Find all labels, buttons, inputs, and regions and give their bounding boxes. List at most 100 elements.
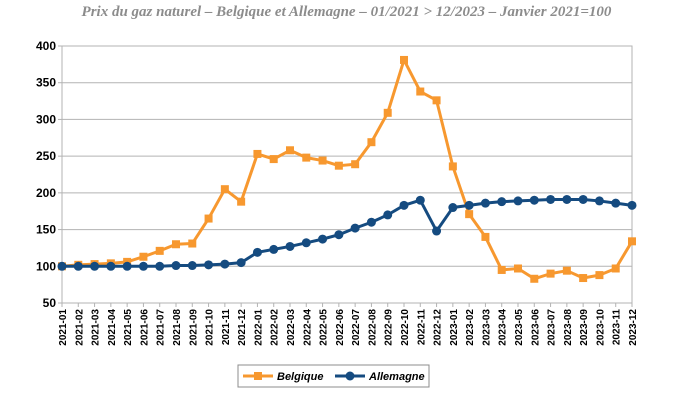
data-point-allemagne — [285, 241, 295, 251]
data-point-belgique — [416, 87, 425, 96]
data-point-belgique — [562, 266, 571, 275]
data-point-allemagne — [399, 200, 409, 210]
data-point-belgique — [302, 153, 311, 162]
x-tick-label: 2022-01 — [253, 309, 264, 346]
x-tick-label: 2023-06 — [530, 309, 541, 346]
x-tick-label: 2022-05 — [319, 309, 330, 346]
x-tick-label: 2022-07 — [351, 309, 362, 346]
data-point-allemagne — [155, 261, 165, 271]
x-tick-label: 2023-01 — [449, 309, 460, 346]
data-point-allemagne — [122, 261, 132, 271]
x-tick-label: 2021-06 — [139, 309, 150, 346]
data-point-allemagne — [57, 261, 67, 271]
data-point-allemagne — [627, 200, 637, 210]
x-tick-label: 2021-04 — [107, 309, 118, 346]
x-axis: 2021-01 2021-02 2021-03 2021-04 2021-05 2021-… — [58, 303, 639, 346]
data-point-belgique — [334, 161, 343, 170]
data-point-allemagne — [318, 234, 328, 244]
data-point-allemagne — [562, 194, 572, 204]
data-point-belgique — [237, 197, 246, 206]
data-point-allemagne — [448, 203, 458, 213]
data-point-belgique — [465, 210, 474, 219]
legend-belgique-marker — [254, 372, 262, 380]
x-tick-label: 2021-10 — [205, 309, 216, 346]
x-tick-label: 2023-04 — [498, 309, 509, 346]
x-tick-label: 2023-11 — [612, 309, 623, 346]
data-point-belgique — [514, 264, 522, 273]
series-belgique — [58, 55, 636, 283]
data-point-belgique — [351, 160, 360, 169]
data-point-allemagne — [301, 238, 311, 248]
y-tick-label: 400 — [36, 39, 56, 53]
legend-belgique-label: Belgique — [277, 371, 323, 383]
series-allemagne — [57, 194, 637, 271]
data-point-allemagne — [269, 244, 279, 254]
x-tick-label: 2021-03 — [91, 309, 102, 346]
y-tick-label: 350 — [36, 76, 56, 90]
x-tick-label: 2021-07 — [156, 309, 167, 346]
x-tick-label: 2023-07 — [547, 309, 558, 346]
y-axis: 50 100 150 200 250 300 350 400 — [36, 39, 62, 310]
data-point-belgique — [595, 271, 604, 280]
legend: Belgique Allemagne — [237, 364, 430, 388]
y-tick-label: 150 — [36, 223, 56, 237]
data-point-allemagne — [432, 226, 442, 236]
data-point-belgique — [155, 246, 164, 255]
x-tick-label: 2021-01 — [58, 309, 69, 346]
data-point-belgique — [497, 265, 506, 274]
data-point-allemagne — [594, 196, 604, 206]
data-point-belgique — [432, 96, 441, 105]
data-point-allemagne — [611, 198, 621, 208]
x-tick-label: 2023-03 — [481, 309, 492, 346]
x-tick-label: 2021-11 — [221, 309, 232, 346]
x-tick-label: 2021-08 — [172, 309, 183, 346]
data-point-belgique — [253, 149, 262, 158]
data-point-allemagne — [415, 195, 425, 205]
series-group — [57, 55, 637, 283]
y-tick-label: 50 — [43, 296, 57, 310]
data-point-belgique — [481, 232, 490, 241]
data-point-allemagne — [220, 259, 230, 269]
data-point-belgique — [318, 156, 327, 165]
data-point-allemagne — [464, 200, 474, 210]
data-point-allemagne — [497, 197, 507, 207]
data-point-belgique — [172, 240, 180, 249]
data-point-belgique — [286, 146, 294, 155]
data-point-allemagne — [138, 261, 148, 271]
data-point-allemagne — [350, 223, 360, 233]
x-tick-label: 2022-06 — [335, 309, 346, 346]
x-tick-label: 2022-09 — [384, 309, 395, 346]
data-point-allemagne — [236, 258, 246, 268]
data-point-allemagne — [334, 230, 344, 240]
y-tick-label: 250 — [36, 149, 56, 163]
data-point-allemagne — [187, 261, 197, 271]
x-tick-label: 2023-09 — [579, 309, 590, 346]
data-point-allemagne — [366, 217, 376, 227]
data-point-allemagne — [90, 261, 100, 271]
chart-title: Prix du gaz naturel – Belgique et Allema… — [81, 4, 612, 20]
x-tick-label: 2022-12 — [433, 309, 444, 346]
data-point-allemagne — [383, 210, 393, 220]
data-point-allemagne — [106, 261, 116, 271]
x-tick-label: 2021-12 — [237, 309, 248, 346]
y-tick-label: 200 — [36, 186, 56, 200]
series-line-belgique — [61, 58, 634, 281]
data-point-allemagne — [252, 247, 262, 257]
x-tick-label: 2021-09 — [188, 309, 199, 346]
x-tick-label: 2022-10 — [400, 309, 411, 346]
data-point-belgique — [269, 155, 278, 164]
data-point-belgique — [400, 55, 408, 64]
y-tick-label: 300 — [36, 112, 56, 126]
data-point-allemagne — [73, 261, 83, 271]
x-tick-label: 2023-10 — [595, 309, 606, 346]
data-point-belgique — [220, 185, 229, 194]
data-point-allemagne — [529, 195, 539, 205]
x-tick-label: 2022-04 — [302, 309, 313, 346]
data-point-belgique — [139, 252, 148, 261]
x-tick-label: 2022-02 — [270, 309, 281, 346]
data-point-belgique — [448, 162, 457, 171]
data-point-allemagne — [171, 261, 181, 271]
legend-allemagne-marker — [345, 371, 355, 381]
data-point-allemagne — [480, 198, 490, 208]
